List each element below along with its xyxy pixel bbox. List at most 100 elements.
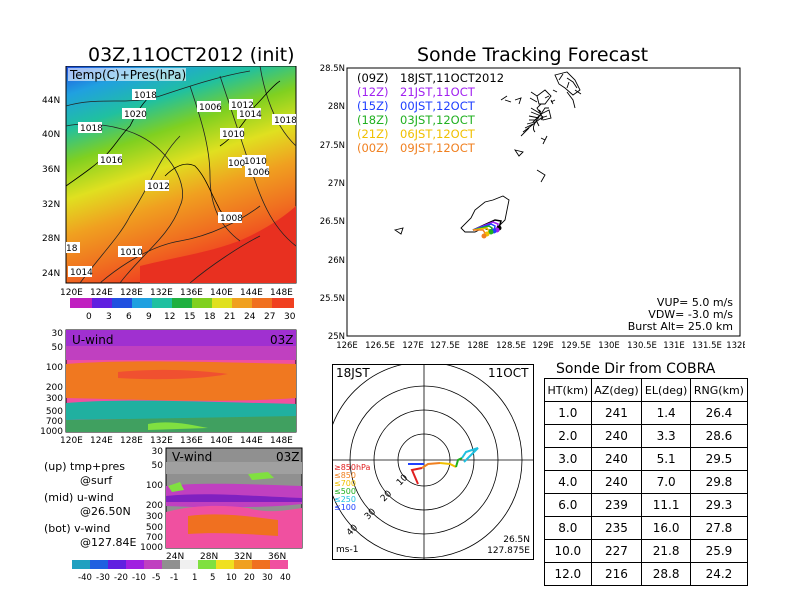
uwind-y-ticks: 30 50 100 200 300 500 700 1000 bbox=[40, 329, 63, 437]
vwind-colorbar-labels: -40 -30 -20 -10 -5 -1 1 5 10 20 30 40 bbox=[78, 573, 291, 583]
legend-up: (up) tmp+pres bbox=[44, 460, 126, 473]
svg-text:140E: 140E bbox=[210, 436, 233, 446]
isobar-label: 1016 bbox=[100, 156, 123, 166]
svg-text:136E: 136E bbox=[180, 436, 203, 446]
isobar-label: 1014 bbox=[70, 268, 93, 278]
svg-text:700: 700 bbox=[146, 533, 163, 543]
col-rng: RNG(km) bbox=[689, 378, 749, 402]
svg-text:5: 5 bbox=[210, 573, 215, 583]
svg-text:500: 500 bbox=[46, 407, 63, 417]
legend-mid-level: @26.50N bbox=[80, 505, 131, 518]
polar-lon: 127.875E bbox=[487, 546, 530, 556]
svg-text:09JST,12OCT: 09JST,12OCT bbox=[400, 141, 476, 155]
polar-date: 11OCT bbox=[488, 366, 529, 380]
svg-text:-30: -30 bbox=[96, 573, 110, 583]
svg-text:26N: 26N bbox=[328, 256, 345, 266]
lat-tick-labels: 44N 40N 36N 32N 28N 24N bbox=[42, 96, 60, 279]
vwind-chart: V-wind 03Z 30 50 100 200 300 500 700 100… bbox=[140, 447, 303, 562]
svg-text:40: 40 bbox=[280, 573, 291, 583]
svg-text:03JST,12OCT: 03JST,12OCT bbox=[400, 113, 476, 127]
svg-text:25.5N: 25.5N bbox=[320, 294, 345, 304]
svg-text:32N: 32N bbox=[42, 200, 60, 210]
table-row: 8.0 235 16.0 27.8 bbox=[544, 516, 749, 540]
col-az: AZ(deg) bbox=[590, 378, 643, 402]
col-ht: HT(km) bbox=[544, 378, 592, 402]
svg-text:6: 6 bbox=[126, 312, 132, 322]
svg-text:≤100: ≤100 bbox=[334, 503, 356, 512]
isobar-label: 1012 bbox=[231, 101, 254, 111]
isobar-label: 1012 bbox=[147, 182, 170, 192]
hodograph-trace bbox=[408, 447, 479, 485]
svg-text:24N: 24N bbox=[42, 269, 60, 279]
temp-colorbar bbox=[70, 298, 294, 308]
svg-text:128.5E: 128.5E bbox=[496, 341, 526, 351]
svg-text:200: 200 bbox=[146, 501, 163, 511]
svg-text:24: 24 bbox=[244, 312, 256, 322]
svg-text:1000: 1000 bbox=[40, 427, 63, 437]
svg-text:124E: 124E bbox=[90, 288, 113, 298]
legend-bot: (bot) v-wind bbox=[44, 522, 111, 535]
svg-text:VUP= 5.0 m/s: VUP= 5.0 m/s bbox=[657, 296, 733, 309]
table-row: 4.0 240 7.0 29.8 bbox=[544, 470, 749, 494]
svg-text:30: 30 bbox=[284, 312, 296, 322]
isobar-label: 1014 bbox=[239, 110, 262, 120]
svg-text:-1: -1 bbox=[170, 573, 178, 583]
svg-text:26.5N: 26.5N bbox=[320, 217, 345, 227]
svg-text:132E: 132E bbox=[726, 341, 745, 351]
svg-text:130E: 130E bbox=[598, 341, 620, 351]
uwind-chart: U-wind 03Z 30 50 100 200 300 500 700 100… bbox=[40, 329, 297, 446]
svg-text:132E: 132E bbox=[150, 436, 173, 446]
map-title: 03Z,11OCT2012 (init) bbox=[88, 44, 295, 66]
svg-text:28.5N: 28.5N bbox=[320, 64, 345, 74]
svg-text:300: 300 bbox=[146, 512, 163, 522]
svg-text:1: 1 bbox=[192, 573, 197, 583]
svg-text:200: 200 bbox=[46, 383, 63, 393]
legend-up-level: @surf bbox=[80, 474, 113, 487]
svg-text:140E: 140E bbox=[210, 288, 233, 298]
isobar-label: 1010 bbox=[120, 248, 143, 258]
svg-text:27.5N: 27.5N bbox=[320, 141, 345, 151]
uwind-x-ticks: 120E 124E 128E 132E 136E 140E 144E 148E bbox=[60, 436, 293, 446]
svg-text:32N: 32N bbox=[234, 552, 252, 562]
svg-text:148E: 148E bbox=[270, 436, 293, 446]
svg-text:127.5E: 127.5E bbox=[430, 341, 460, 351]
polar-units: ms-1 bbox=[336, 545, 358, 555]
svg-text:(18Z): (18Z) bbox=[357, 113, 389, 127]
svg-text:≥850hPa: ≥850hPa bbox=[334, 463, 371, 472]
isobar-label: 1008 bbox=[220, 214, 243, 224]
svg-text:-20: -20 bbox=[114, 573, 128, 583]
map-label: Temp(C)+Pres(hPa) bbox=[69, 68, 186, 82]
svg-text:148E: 148E bbox=[270, 288, 293, 298]
polar-hodograph: 10 20 30 40 18JST 11OCT ≥850hPa ≤850 ≤70… bbox=[332, 364, 534, 560]
svg-text:30: 30 bbox=[52, 329, 64, 339]
isobar-label: 1010 bbox=[244, 157, 267, 167]
polar-rings bbox=[332, 364, 534, 560]
tracking-map: (09Z) 18JST,11OCT2012 (12Z) 21JST,11OCT … bbox=[320, 64, 745, 351]
uwind-label: U-wind bbox=[72, 333, 113, 347]
warm-region bbox=[140, 206, 296, 283]
svg-text:128E: 128E bbox=[120, 288, 143, 298]
tracking-lat-ticks: 28.5N 28N 27.5N 27N 26.5N 26N 25.5N 25N bbox=[320, 64, 345, 342]
isobar-label: 100 bbox=[228, 159, 245, 169]
table-header-row: HT(km) AZ(deg) EL(deg) RNG(km) bbox=[544, 378, 749, 402]
svg-text:(09Z): (09Z) bbox=[357, 71, 389, 85]
svg-text:VDW= -3.0 m/s: VDW= -3.0 m/s bbox=[648, 308, 733, 321]
svg-text:-40: -40 bbox=[78, 573, 92, 583]
tracking-legend: (09Z) 18JST,11OCT2012 (12Z) 21JST,11OCT … bbox=[357, 71, 504, 155]
svg-text:500: 500 bbox=[146, 523, 163, 533]
svg-text:00JST,12OCT: 00JST,12OCT bbox=[400, 99, 476, 113]
svg-text:132E: 132E bbox=[150, 288, 173, 298]
isobar-label: 1018 bbox=[80, 124, 103, 134]
svg-text:1000: 1000 bbox=[140, 543, 163, 553]
svg-text:(12Z): (12Z) bbox=[357, 85, 389, 99]
svg-text:30: 30 bbox=[152, 447, 164, 457]
polar-lat: 26.5N bbox=[503, 535, 530, 545]
svg-text:3: 3 bbox=[106, 312, 112, 322]
col-el: EL(deg) bbox=[641, 378, 691, 402]
legend-mid: (mid) u-wind bbox=[44, 491, 114, 504]
svg-text:18JST,11OCT2012: 18JST,11OCT2012 bbox=[400, 71, 504, 85]
vwind-y-ticks: 30 50 100 200 300 500 700 1000 bbox=[140, 447, 163, 553]
isobar-label: 1010 bbox=[222, 130, 245, 140]
isobar-label: 1018 bbox=[274, 116, 297, 126]
svg-text:(15Z): (15Z) bbox=[357, 99, 389, 113]
